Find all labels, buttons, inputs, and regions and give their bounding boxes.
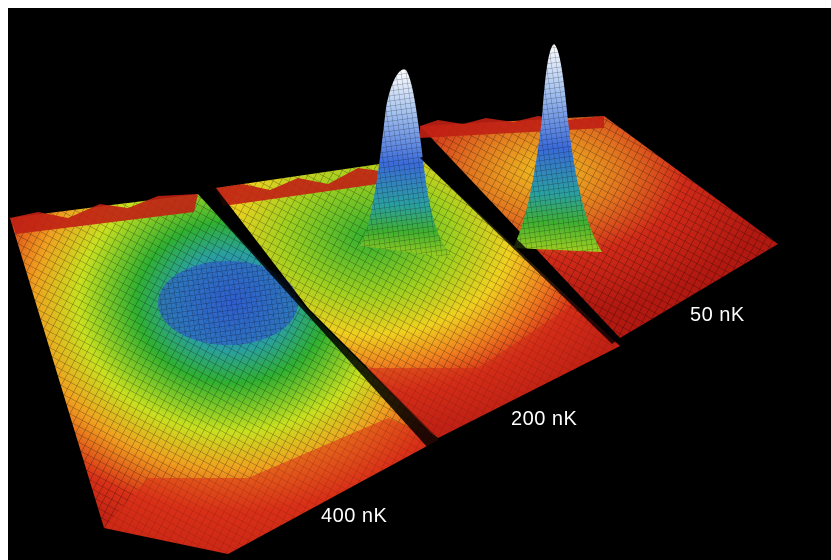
temperature-label-50nk: 50 nK — [690, 304, 745, 326]
panel-200nk — [216, 69, 620, 438]
gap-2 — [420, 154, 620, 344]
panel-400nk — [10, 194, 438, 554]
temperature-label-400nk: 400 nK — [321, 505, 388, 527]
gap-1 — [198, 188, 438, 448]
image-frame: 400 nK 200 nK 50 nK — [8, 8, 831, 560]
temperature-label-200nk: 200 nK — [511, 408, 578, 430]
density-surface-plot — [10, 44, 778, 554]
panel-50nk — [420, 44, 778, 338]
